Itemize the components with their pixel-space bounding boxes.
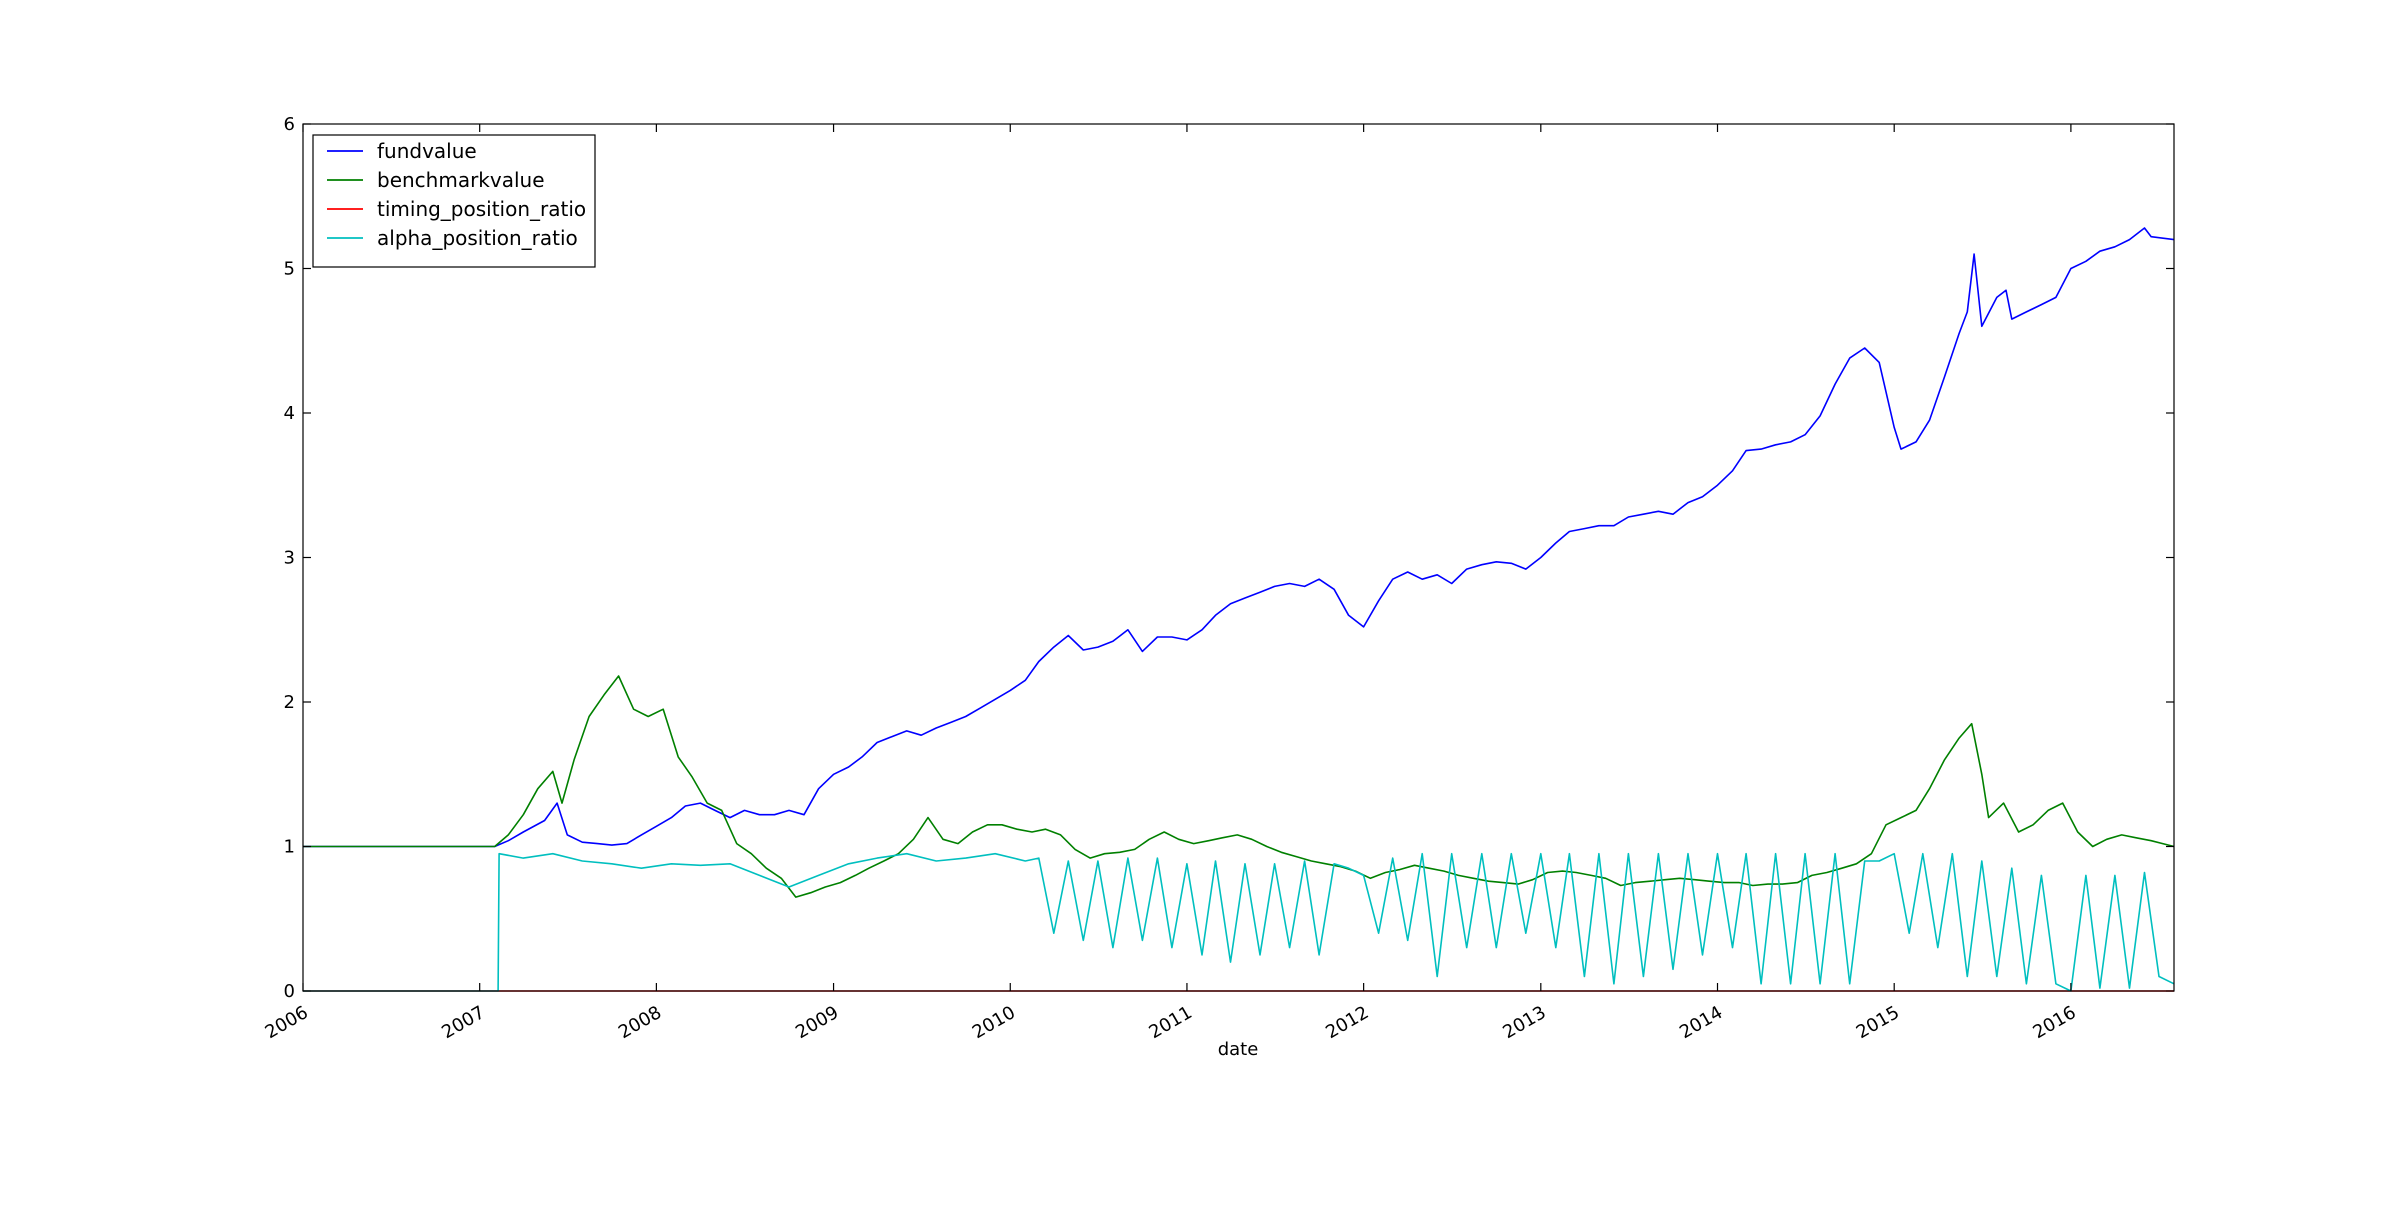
legend-label: benchmarkvalue xyxy=(377,168,545,192)
legend: fundvalue benchmarkvalue timing_position_r… xyxy=(312,134,596,268)
y-tick-label: 6 xyxy=(284,114,295,135)
y-tick-label: 3 xyxy=(284,548,295,569)
legend-box xyxy=(312,134,596,268)
y-tick-label: 4 xyxy=(284,403,295,424)
series-line-alpha-position-ratio xyxy=(303,852,2175,992)
y-tick-label: 0 xyxy=(284,981,295,1002)
legend-label: fundvalue xyxy=(377,139,477,163)
y-tick-label: 5 xyxy=(284,259,295,280)
y-tick-label: 2 xyxy=(284,692,295,713)
legend-label: timing_position_ratio xyxy=(377,197,586,221)
y-tick-label: 1 xyxy=(284,837,295,858)
series-line-benchmarkvalue xyxy=(303,675,2175,898)
series-line-fundvalue xyxy=(303,227,2175,848)
x-axis-label: date xyxy=(1218,1039,1259,1060)
legend-label: alpha_position_ratio xyxy=(377,226,578,250)
